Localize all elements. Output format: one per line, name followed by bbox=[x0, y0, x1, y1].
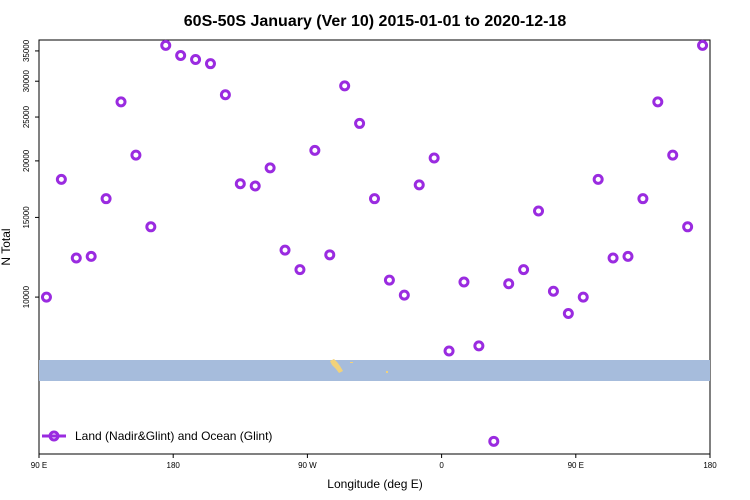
x-tick-label: 0 bbox=[439, 461, 444, 470]
legend-marker bbox=[48, 430, 60, 442]
data-point bbox=[204, 58, 216, 70]
data-point bbox=[339, 80, 351, 92]
data-point bbox=[145, 221, 157, 233]
data-point bbox=[249, 180, 261, 192]
data-point bbox=[667, 149, 679, 161]
land-speck bbox=[350, 362, 353, 363]
data-point bbox=[577, 291, 589, 303]
map-strip bbox=[39, 359, 710, 381]
data-point bbox=[607, 252, 619, 264]
data-point bbox=[369, 193, 380, 205]
y-axis-label: N Total bbox=[0, 228, 13, 265]
data-point bbox=[40, 291, 52, 303]
data-point bbox=[354, 117, 366, 129]
data-point bbox=[562, 307, 574, 319]
x-tick-label: 180 bbox=[167, 461, 181, 470]
data-point bbox=[85, 250, 97, 262]
data-point bbox=[309, 144, 321, 156]
data-point bbox=[219, 89, 231, 101]
data-point bbox=[488, 435, 500, 447]
data-point bbox=[637, 193, 649, 205]
data-point bbox=[115, 96, 127, 108]
data-point bbox=[55, 173, 67, 185]
data-point bbox=[518, 264, 530, 276]
data-point bbox=[592, 173, 604, 185]
data-point bbox=[682, 221, 694, 233]
y-tick-label: 25000 bbox=[22, 105, 31, 128]
ocean-band bbox=[39, 360, 710, 381]
y-tick-label: 20000 bbox=[22, 149, 31, 172]
data-point bbox=[458, 276, 470, 288]
chart-title: 60S-50S January (Ver 10) 2015-01-01 to 2… bbox=[184, 13, 567, 30]
y-tick-label: 10000 bbox=[22, 285, 31, 308]
data-point bbox=[175, 49, 187, 61]
x-axis-label: Longitude (deg E) bbox=[327, 477, 422, 491]
data-point bbox=[428, 152, 440, 164]
data-point bbox=[697, 39, 709, 51]
data-point bbox=[443, 345, 455, 357]
legend-label: Land (Nadir&Glint) and Ocean (Glint) bbox=[75, 429, 272, 443]
data-point bbox=[383, 274, 395, 286]
x-tick-label: 90 W bbox=[298, 461, 317, 470]
data-point bbox=[234, 178, 246, 190]
data-point bbox=[264, 162, 276, 174]
y-tick-label: 30000 bbox=[22, 70, 31, 93]
y-axis: 10000 15000 20000 25000 30000 35000 bbox=[22, 39, 39, 308]
x-tick-label: 180 bbox=[703, 461, 717, 470]
x-tick-label: 90 E bbox=[31, 461, 47, 470]
y-tick-label: 15000 bbox=[22, 206, 31, 229]
data-point bbox=[130, 149, 142, 161]
data-point bbox=[398, 289, 410, 301]
data-point bbox=[190, 54, 202, 66]
data-points bbox=[40, 39, 709, 447]
plot-frame bbox=[38, 39, 711, 455]
x-tick-label: 90 E bbox=[568, 461, 584, 470]
data-point bbox=[547, 285, 559, 297]
data-point bbox=[324, 249, 336, 261]
data-point bbox=[533, 205, 545, 217]
data-point bbox=[622, 250, 634, 262]
data-point bbox=[473, 340, 485, 352]
legend: Land (Nadir&Glint) and Ocean (Glint) bbox=[42, 429, 272, 443]
data-point bbox=[160, 39, 172, 51]
data-point bbox=[70, 252, 82, 264]
land-patch bbox=[330, 359, 343, 373]
data-point bbox=[652, 96, 664, 108]
land-speck bbox=[386, 371, 388, 373]
data-point bbox=[294, 264, 306, 276]
data-point bbox=[279, 244, 291, 256]
x-axis: 90 E 180 90 W 0 90 E 180 bbox=[31, 454, 717, 470]
data-point bbox=[100, 193, 112, 205]
data-point bbox=[413, 179, 425, 191]
data-point bbox=[503, 278, 515, 290]
y-tick-label: 35000 bbox=[22, 39, 31, 62]
